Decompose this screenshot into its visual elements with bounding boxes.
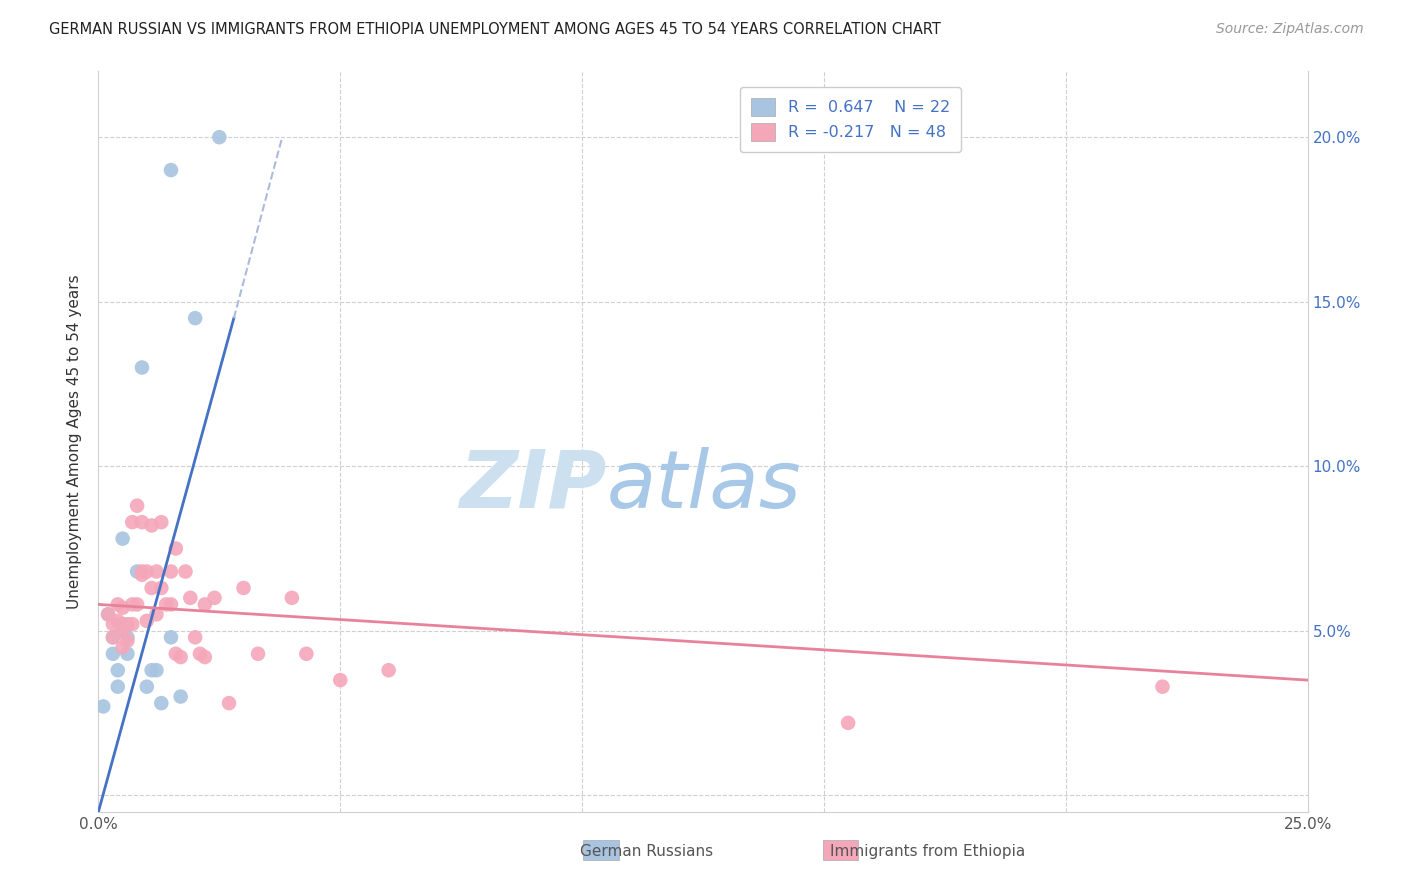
Point (174, 565, 197, 579)
Point (145, 565, 167, 579)
Point (111, 600, 134, 615)
Legend: R =  0.647    N = 22, R = -0.217   N = 48: R = 0.647 N = 22, R = -0.217 N = 48 (740, 87, 962, 153)
Point (194, 598, 217, 612)
Text: ZIP: ZIP (458, 447, 606, 525)
Point (295, 647, 318, 661)
Point (208, 130, 231, 145)
Text: Immigrants from Ethiopia: Immigrants from Ethiopia (831, 845, 1025, 859)
Point (107, 598, 129, 612)
Point (135, 565, 157, 579)
Point (127, 565, 149, 579)
Point (121, 598, 143, 612)
Point (194, 650, 217, 665)
Point (117, 617, 139, 632)
Point (218, 696, 240, 710)
Point (131, 565, 153, 579)
Point (179, 591, 201, 605)
Text: GERMAN RUSSIAN VS IMMIGRANTS FROM ETHIOPIA UNEMPLOYMENT AMONG AGES 45 TO 54 YEAR: GERMAN RUSSIAN VS IMMIGRANTS FROM ETHIOP… (49, 22, 941, 37)
Point (169, 690, 191, 704)
Point (165, 647, 187, 661)
Point (121, 515, 143, 529)
Point (111, 624, 134, 638)
Text: German Russians: German Russians (581, 845, 713, 859)
Point (101, 630, 124, 644)
Point (107, 614, 129, 628)
Point (121, 617, 143, 632)
Point (117, 630, 139, 644)
Point (97, 607, 120, 622)
Point (97, 607, 120, 622)
Text: atlas: atlas (606, 447, 801, 525)
Point (160, 598, 183, 612)
Point (91, 699, 114, 714)
Point (160, 630, 183, 644)
Point (247, 647, 270, 661)
Text: Source: ZipAtlas.com: Source: ZipAtlas.com (1216, 22, 1364, 37)
Point (135, 680, 157, 694)
Point (160, 565, 183, 579)
Point (160, 163, 183, 178)
Point (377, 663, 399, 677)
Point (184, 630, 207, 644)
Point (141, 663, 163, 677)
Point (150, 696, 173, 710)
Point (101, 630, 124, 644)
Point (141, 581, 163, 595)
Point (145, 607, 167, 622)
Point (111, 617, 134, 632)
Point (141, 518, 163, 533)
Point (188, 647, 211, 661)
Point (150, 581, 173, 595)
Point (101, 647, 124, 661)
Point (111, 640, 134, 655)
Point (127, 499, 149, 513)
Point (232, 581, 254, 595)
Point (165, 541, 187, 556)
Point (101, 617, 124, 632)
Point (837, 715, 859, 730)
Point (135, 614, 157, 628)
Y-axis label: Unemployment Among Ages 45 to 54 years: Unemployment Among Ages 45 to 54 years (67, 274, 83, 609)
Point (145, 663, 167, 677)
Point (150, 515, 173, 529)
Point (111, 532, 134, 546)
Point (127, 598, 149, 612)
Point (131, 515, 153, 529)
Point (329, 673, 352, 687)
Point (184, 311, 207, 326)
Point (107, 663, 129, 677)
Point (131, 360, 153, 375)
Point (117, 647, 139, 661)
Point (107, 680, 129, 694)
Point (169, 650, 191, 665)
Point (131, 567, 153, 582)
Point (117, 633, 139, 648)
Point (155, 598, 177, 612)
Point (1152, 680, 1174, 694)
Point (281, 591, 304, 605)
Point (111, 624, 134, 638)
Point (204, 591, 226, 605)
